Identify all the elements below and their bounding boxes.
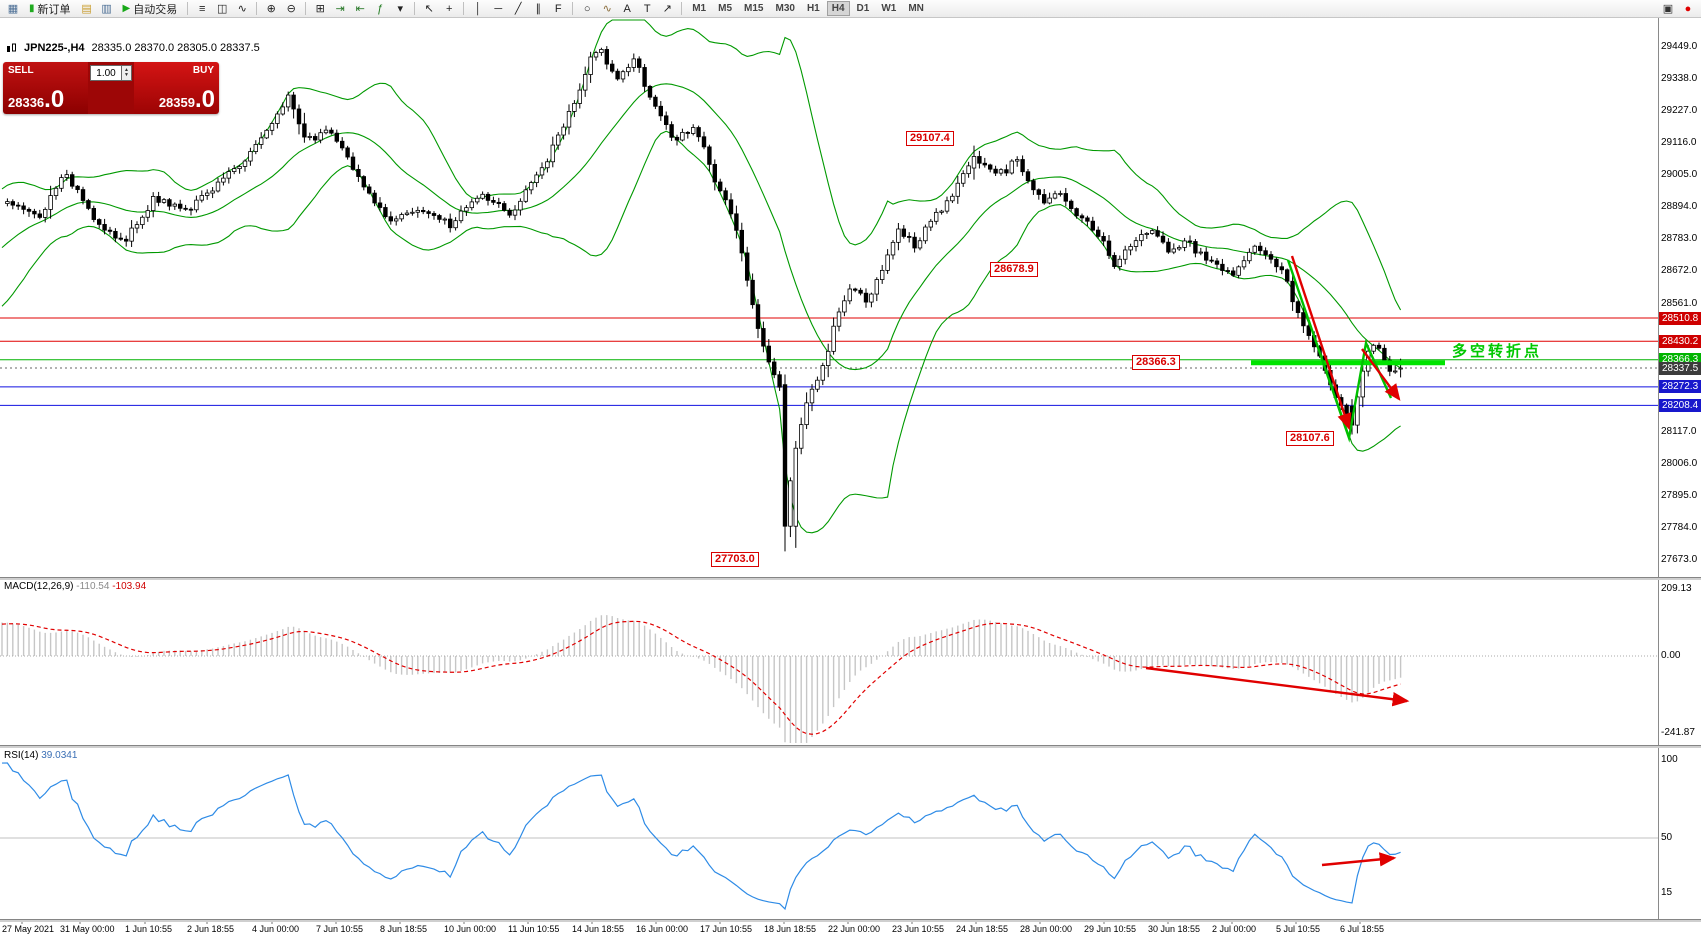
timeframe-m15[interactable]: M15: [744, 3, 764, 14]
toolbar-separator: [256, 2, 258, 15]
chart-shift-icon[interactable]: ⇤: [355, 2, 365, 15]
shapes-icon[interactable]: ○: [583, 2, 591, 15]
chart-title-ohlc: 28335.0 28370.0 28305.0 28337.5: [91, 42, 260, 54]
indicator-dropdown-icon[interactable]: ▾: [397, 2, 403, 15]
timeframe-m30[interactable]: M30: [775, 3, 795, 14]
autotrading-button-icon: ▶: [122, 3, 131, 14]
market-watch-icon[interactable]: ▥: [101, 2, 112, 15]
timeframe-mn[interactable]: MN: [908, 3, 924, 14]
tile-windows-icon[interactable]: ⊞: [315, 2, 325, 15]
timeframe-h1[interactable]: H1: [806, 3, 820, 14]
toolbar-separator: [414, 2, 416, 15]
sell-button[interactable]: SELL 28336.0: [3, 62, 88, 114]
macd-label: MACD(12,26,9) -110.54 -103.94: [4, 581, 147, 592]
candlestick-chart-icon[interactable]: ◫: [217, 2, 228, 15]
new-order-button-icon: ▮: [29, 3, 35, 14]
fibonacci-icon[interactable]: F: [554, 2, 562, 15]
channel-icon[interactable]: ∥: [535, 2, 541, 15]
waves-icon[interactable]: ∿: [602, 2, 612, 15]
trendline-icon[interactable]: ╱: [514, 2, 522, 15]
chart-title-symbol: JPN225-,H4: [24, 42, 85, 54]
volume-field-wrap: ▲ ▼: [88, 62, 134, 114]
timeframe-w1[interactable]: W1: [881, 3, 897, 14]
volume-spinner[interactable]: ▲ ▼: [122, 65, 132, 81]
volume-input[interactable]: [90, 65, 122, 81]
main-toolbar: ▦ ▮ 新订单 ▤ ▥ ▶ 自动交易 ≡ ◫ ∿ ⊕ ⊖ ⊞ ⇥ ⇤ ƒ ▾ ↖ + │ ─ ╱ ∥ F ○ ∿ A T ↗ M1 M5 M1…: [0, 0, 1701, 18]
new-order-button[interactable]: ▮ 新订单: [29, 3, 71, 16]
panel-splitter-macd[interactable]: [0, 577, 1701, 580]
time-axis-splitter: [0, 919, 1701, 922]
spin-up-icon[interactable]: ▲: [124, 67, 129, 73]
text-icon[interactable]: A: [623, 2, 631, 15]
horizontal-line-icon[interactable]: ─: [494, 2, 503, 15]
spin-down-icon[interactable]: ▼: [124, 72, 129, 78]
turning-point-annotation: 多空转折点: [1452, 343, 1543, 360]
chart-title: JPN225-,H4 28335.0 28370.0 28305.0 28337…: [6, 42, 260, 54]
toolbar-separator: [463, 2, 465, 15]
vertical-line-icon[interactable]: │: [474, 2, 482, 15]
timeframe-m1[interactable]: M1: [692, 3, 707, 14]
autotrading-button[interactable]: ▶ 自动交易: [122, 3, 178, 16]
app-chart-icon[interactable]: ▦: [7, 2, 19, 15]
cursor-icon[interactable]: ↖: [424, 2, 434, 15]
toolbar-separator: [305, 2, 307, 15]
timeframe-d1[interactable]: D1: [856, 3, 870, 14]
sell-price: 28336.0: [8, 86, 65, 113]
text-label-icon[interactable]: T: [643, 2, 651, 15]
one-click-trading-panel: SELL 28336.0 ▲ ▼ BUY 28359.0: [3, 62, 219, 114]
bar-chart-icon[interactable]: ≡: [199, 2, 206, 15]
indicators-icon[interactable]: ƒ: [377, 2, 384, 15]
rsi-label: RSI(14) 39.0341: [4, 750, 78, 761]
timeframe-m5[interactable]: M5: [718, 3, 733, 14]
toolbar-separator: [187, 2, 189, 15]
sell-label: SELL: [8, 65, 34, 76]
buy-label: BUY: [192, 65, 214, 76]
zoom-in-icon[interactable]: ⊕: [266, 2, 276, 15]
toolbar-separator: [572, 2, 574, 15]
crosshair-icon[interactable]: +: [446, 2, 453, 15]
buy-price: 28359.0: [158, 86, 215, 113]
auto-scroll-icon[interactable]: ⇥: [335, 2, 345, 15]
toolbar-separator: [681, 2, 683, 15]
chart-window[interactable]: JPN225-,H4 28335.0 28370.0 28305.0 28337…: [0, 18, 1701, 938]
alert-icon[interactable]: ●: [1684, 2, 1692, 15]
profiles-icon[interactable]: ▤: [81, 2, 92, 15]
arrows-icon[interactable]: ↗: [662, 2, 672, 15]
zoom-out-icon[interactable]: ⊖: [286, 2, 296, 15]
buy-button[interactable]: BUY 28359.0: [134, 62, 219, 114]
candlestick-icon: [7, 43, 16, 52]
line-chart-icon[interactable]: ∿: [237, 2, 247, 15]
timeframe-h4[interactable]: H4: [826, 1, 850, 16]
panel-splitter-rsi[interactable]: [0, 745, 1701, 748]
chart-profile-icon[interactable]: ▣: [1662, 2, 1674, 15]
